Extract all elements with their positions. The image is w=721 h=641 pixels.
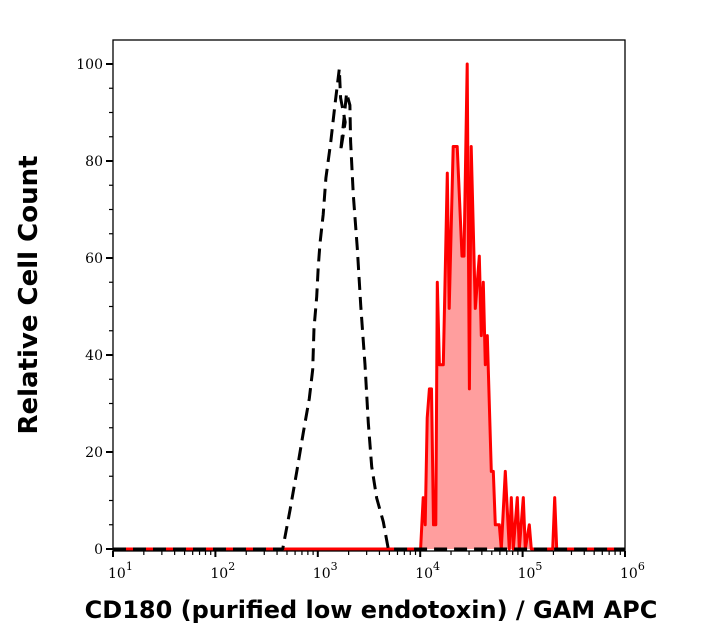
- x-tick-base: 10: [108, 566, 126, 582]
- x-tick-base: 10: [518, 566, 536, 582]
- x-tick-label: 106: [620, 560, 645, 582]
- series-0-line: [113, 67, 625, 551]
- y-tick-label: 80: [85, 154, 103, 170]
- x-tick-exponent: 3: [331, 560, 338, 573]
- x-tick-exponent: 1: [126, 560, 133, 573]
- x-tick-label: 102: [210, 560, 235, 582]
- x-tick-exponent: 4: [433, 560, 440, 573]
- x-tick-base: 10: [620, 566, 638, 582]
- x-tick-base: 10: [313, 566, 331, 582]
- x-tick-exponent: 2: [228, 560, 235, 573]
- x-tick-label: 105: [518, 560, 543, 582]
- y-axis-title: Relative Cell Count: [14, 155, 44, 435]
- y-tick-label: 100: [76, 57, 103, 73]
- x-tick-exponent: 6: [638, 560, 645, 573]
- y-tick-label: 40: [85, 348, 103, 364]
- plot-frame: [112, 39, 626, 552]
- x-axis-title: CD180 (purified low endotoxin) / GAM APC: [84, 596, 658, 624]
- x-tick-label: 104: [415, 560, 440, 582]
- x-tick-base: 10: [415, 566, 433, 582]
- series-layer: [113, 62, 625, 551]
- x-tick-base: 10: [210, 566, 228, 582]
- y-tick-label: 60: [85, 251, 103, 267]
- x-tick-exponent: 5: [535, 560, 542, 573]
- x-tick-label: 103: [313, 560, 338, 582]
- y-tick-label: 20: [85, 445, 103, 461]
- y-tick-label: 0: [94, 542, 103, 558]
- x-tick-label: 101: [108, 560, 133, 582]
- series-1-fill: [113, 64, 625, 549]
- series-1-line: [113, 62, 625, 551]
